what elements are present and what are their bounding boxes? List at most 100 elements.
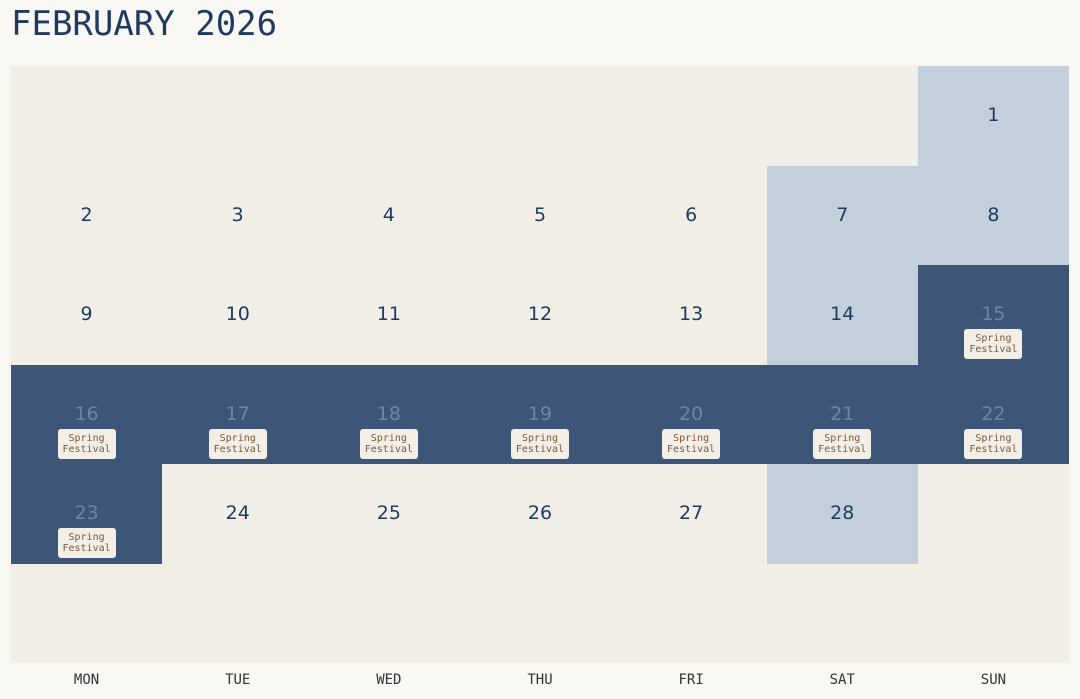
calendar-empty-cell: [615, 563, 767, 663]
weekday-label: TUE: [225, 672, 251, 688]
calendar-day-cell[interactable]: 10: [162, 265, 314, 365]
holiday-tag-line: Festival: [364, 443, 413, 455]
calendar-day-cell[interactable]: 2: [11, 165, 163, 265]
calendar-empty-cell: [313, 66, 465, 166]
calendar-day-cell[interactable]: 23 Spring Festival: [11, 464, 163, 564]
calendar-empty-cell: [615, 66, 767, 166]
calendar-empty-cell: [162, 66, 314, 166]
calendar-day-cell[interactable]: 20 Spring Festival: [615, 364, 767, 464]
holiday-tag: Spring Festival: [662, 428, 721, 459]
calendar-day-cell[interactable]: 26: [464, 464, 616, 564]
calendar-day-cell[interactable]: 18 Spring Festival: [313, 364, 465, 464]
day-number: 13: [679, 303, 704, 325]
day-number: 17: [225, 402, 250, 425]
calendar-day-cell[interactable]: 19 Spring Festival: [464, 364, 616, 464]
weekday-label: MON: [73, 672, 100, 688]
day-number: 5: [533, 203, 547, 226]
day-number: 18: [376, 402, 401, 425]
calendar-empty-cell: [11, 66, 163, 166]
calendar-empty-cell: [464, 563, 616, 663]
calendar-day-cell[interactable]: 5: [464, 165, 616, 265]
holiday-tag-line: Spring: [673, 432, 710, 444]
calendar-day-cell[interactable]: 24: [162, 464, 314, 564]
weekday-label: SUN: [980, 672, 1007, 688]
calendar-day-cell[interactable]: 8: [917, 165, 1069, 265]
day-number: 2: [80, 203, 93, 226]
holiday-tag: Spring Festival: [359, 428, 418, 459]
holiday-tag-line: Spring: [68, 432, 105, 444]
weekday-header-row: MON TUE WED THU FRI SAT SUN: [11, 663, 1069, 697]
holiday-tag: Spring Festival: [57, 528, 116, 558]
calendar-day-cell[interactable]: 27: [615, 464, 767, 564]
day-number: 3: [231, 203, 244, 226]
calendar-day-cell[interactable]: 7: [766, 165, 918, 265]
calendar-day-cell[interactable]: 21 Spring Festival: [766, 364, 918, 464]
day-number: 9: [80, 303, 93, 325]
calendar-day-cell[interactable]: 14: [766, 265, 918, 365]
calendar-empty-cell: [11, 563, 163, 663]
day-number: 1: [987, 104, 1000, 126]
day-number: 24: [225, 502, 250, 524]
calendar-day-cell[interactable]: 6: [615, 165, 767, 265]
weekday-label: FRI: [678, 672, 704, 688]
day-number: 25: [376, 502, 401, 524]
holiday-tag-line: Spring: [370, 432, 407, 444]
calendar-empty-cell: [313, 563, 465, 663]
calendar-day-cell[interactable]: 12: [464, 265, 616, 365]
holiday-tag-line: Festival: [213, 443, 262, 455]
holiday-tag-line: Festival: [818, 443, 867, 455]
calendar-day-cell[interactable]: 4: [313, 165, 465, 265]
holiday-tag: Spring Festival: [57, 428, 116, 459]
calendar-day-cell[interactable]: 3: [162, 165, 314, 265]
holiday-tag-line: Spring: [521, 432, 559, 444]
holiday-tag: Spring Festival: [964, 428, 1023, 459]
calendar-day-cell[interactable]: 17 Spring Festival: [162, 364, 314, 464]
day-number: 7: [836, 203, 849, 226]
calendar-empty-cell: [464, 66, 616, 166]
calendar-day-cell[interactable]: 15 Spring Festival: [917, 265, 1069, 365]
holiday-tag-line: Festival: [515, 443, 565, 455]
holiday-tag-line: Spring: [219, 432, 256, 444]
holiday-tag-line: Spring: [824, 432, 861, 444]
day-number: 21: [830, 402, 855, 425]
holiday-tag-line: Festival: [969, 344, 1018, 355]
calendar-day-cell[interactable]: 11: [313, 265, 465, 365]
calendar-day-cell[interactable]: 22 Spring Festival: [917, 364, 1069, 464]
holiday-tag-line: Festival: [667, 443, 716, 455]
weekday-label: WED: [376, 672, 402, 688]
weekday-label: SAT: [829, 672, 855, 688]
day-number: 27: [679, 502, 704, 524]
calendar-day-cell[interactable]: 1: [917, 66, 1069, 166]
calendar-empty-cell: [766, 66, 918, 166]
day-number: 20: [679, 402, 704, 425]
day-number: 4: [382, 203, 395, 226]
calendar-empty-cell: [766, 563, 918, 663]
calendar-day-cell[interactable]: 9: [11, 265, 163, 365]
day-number: 8: [987, 203, 1000, 226]
day-number: 15: [981, 303, 1006, 325]
calendar-day-cell[interactable]: 28: [766, 464, 918, 564]
day-number: 19: [527, 402, 553, 425]
holiday-tag-line: Festival: [62, 543, 111, 554]
calendar-empty-cell: [917, 464, 1069, 564]
calendar-day-cell[interactable]: 13: [615, 265, 767, 365]
day-number: 23: [74, 502, 99, 524]
calendar-day-cell[interactable]: 25: [313, 464, 465, 564]
calendar-empty-cell: [162, 563, 314, 663]
weekday-label: THU: [527, 672, 553, 688]
day-number: 26: [527, 502, 553, 524]
holiday-tag-line: Festival: [62, 443, 111, 455]
day-number: 28: [830, 502, 855, 524]
holiday-tag-line: Festival: [969, 443, 1018, 455]
day-number: 6: [685, 203, 698, 226]
day-number: 10: [225, 303, 250, 325]
day-number: 22: [981, 402, 1006, 425]
calendar-title: FEBRUARY 2026: [11, 4, 278, 44]
holiday-tag: Spring Festival: [813, 428, 872, 459]
day-number: 11: [376, 303, 401, 325]
calendar-empty-cell: [917, 563, 1069, 663]
holiday-tag-line: Spring: [975, 333, 1012, 344]
calendar-grid: 1 2 3 4 5 6 7 8 9 10 11 12 13 14 15 Spring Festival 16 Spr…: [11, 66, 1069, 663]
calendar-day-cell[interactable]: 16 Spring Festival: [11, 364, 163, 464]
day-number: 14: [830, 303, 855, 325]
